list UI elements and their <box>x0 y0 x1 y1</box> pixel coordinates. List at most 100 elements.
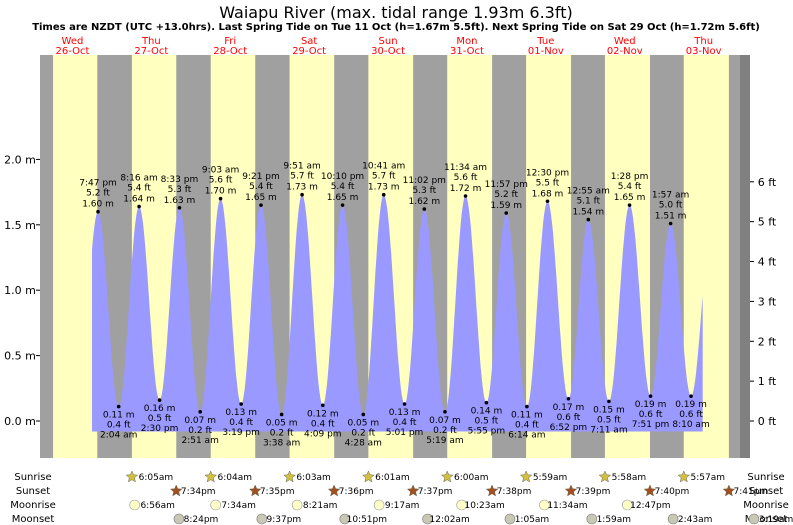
y-tick-ft: 2 ft <box>758 335 777 348</box>
sunset-row-label: Sunset <box>16 486 50 497</box>
sunrise-icon <box>440 470 454 483</box>
tide-time-label: 11:34 am <box>444 163 487 173</box>
tide-time-label: 5:19 am <box>426 436 463 446</box>
moonset-icon <box>504 513 516 525</box>
tide-m-label: 0.16 m <box>144 404 176 414</box>
sunset-icon <box>564 484 578 497</box>
moonrise-time: 9:17am <box>385 501 420 511</box>
tide-ft-label: 5.1 ft <box>576 197 600 207</box>
tide-m-label: 1.63 m <box>164 196 196 206</box>
moonrise-time: 7:34am <box>221 501 256 511</box>
sunset-icon <box>643 484 657 497</box>
tide-m-label: 0.11 m <box>511 411 543 421</box>
tide-time-label: 6:14 am <box>508 431 545 441</box>
moonrise-icon <box>456 499 467 511</box>
day-date: 27-Oct <box>134 46 168 57</box>
day-date: 30-Oct <box>371 46 405 57</box>
tide-time-label: 9:51 am <box>283 162 320 172</box>
moonset-icon <box>667 513 679 525</box>
tide-point <box>402 402 407 406</box>
tide-m-label: 1.64 m <box>123 194 155 204</box>
tide-point <box>239 402 243 406</box>
tide-m-label: 0.19 m <box>675 400 707 410</box>
moonrise-time: 11:34am <box>547 501 587 511</box>
tide-point <box>463 194 468 198</box>
day-name: Tue <box>536 36 554 47</box>
day-date: 28-Oct <box>213 46 247 57</box>
moonset-icon <box>748 513 760 525</box>
day-date: 31-Oct <box>450 46 484 57</box>
moonset-time: 2:43am <box>678 515 713 525</box>
tide-time-label: 12:55 am <box>567 187 610 197</box>
sunset-time: 7:41pm <box>734 487 769 497</box>
tide-point <box>668 221 673 226</box>
moonrise-icon <box>622 499 633 511</box>
tide-time-label: 2:30 pm <box>141 424 179 434</box>
y-tick-ft: 6 ft <box>758 176 777 189</box>
tide-m-label: 1.72 m <box>450 184 482 194</box>
tide-m-label: 0.14 m <box>471 407 503 417</box>
tide-time-label: 11:02 pm <box>403 176 446 186</box>
tide-m-label: 0.13 m <box>389 408 421 418</box>
sunset-time: 7:40pm <box>655 487 690 497</box>
moonrise-time: 6:56am <box>140 501 175 511</box>
day-name: Sun <box>379 36 398 47</box>
tide-point <box>198 410 202 414</box>
chart-title: Waiapu River (max. tidal range 1.93m 6.3… <box>219 3 572 22</box>
tide-ft-label: 5.6 ft <box>209 176 233 186</box>
tide-time-label: 9:21 pm <box>242 172 280 182</box>
sunrise-time: 6:03am <box>296 473 331 483</box>
day-date: 26-Oct <box>55 46 89 57</box>
tide-ft-label: 0.6 ft <box>639 410 663 420</box>
tide-point <box>157 398 162 402</box>
tide-ft-label: 5.4 ft <box>618 182 642 192</box>
y-tick-ft: 4 ft <box>758 256 777 269</box>
tide-time-label: 9:03 am <box>202 166 239 176</box>
day-name: Wed <box>62 36 84 47</box>
moonrise-icon <box>210 499 221 511</box>
sunset-icon <box>722 484 736 497</box>
sunset-row-label-right: Sunset <box>749 486 783 497</box>
sunset-icon <box>406 484 420 497</box>
day-date: 01-Nov <box>528 46 564 57</box>
day-name: Thu <box>693 36 713 47</box>
tide-m-label: 0.19 m <box>635 400 667 410</box>
sunrise-row-label-right: Sunrise <box>747 472 784 483</box>
moonset-icon <box>339 513 351 525</box>
tide-ft-label: 5.2 ft <box>494 190 518 200</box>
tide-point <box>279 412 284 417</box>
tide-point <box>525 404 529 409</box>
tide-point <box>607 399 611 404</box>
water-layer <box>92 194 703 432</box>
sunrise-icon <box>362 470 375 483</box>
tide-time-label: 5:55 pm <box>468 427 506 437</box>
tide-point <box>689 394 693 398</box>
sunrise-row-label: Sunrise <box>14 472 51 483</box>
tide-ft-label: 0.4 ft <box>311 419 335 429</box>
moonrise-icon <box>129 499 140 511</box>
sunrise-icon <box>283 470 296 483</box>
tide-m-label: 1.70 m <box>205 187 237 197</box>
day-name: Mon <box>456 36 477 47</box>
y-tick-m: 2.0 m <box>4 153 36 166</box>
tide-time-label: 1:57 am <box>652 190 689 200</box>
y-tick-m: 0.0 m <box>4 415 36 428</box>
sunset-icon <box>248 484 262 497</box>
day-date: 02-Nov <box>607 46 643 57</box>
tide-time-label: 2:51 am <box>181 436 218 446</box>
tide-m-label: 1.73 m <box>286 183 318 193</box>
sunset-icon <box>327 484 341 497</box>
daylight-band <box>683 55 729 458</box>
day-name: Wed <box>614 36 636 47</box>
sunrise-icon <box>125 470 139 483</box>
moonset-time: 10:51pm <box>347 515 387 525</box>
sunrise-icon <box>598 470 612 483</box>
tide-point <box>627 203 632 207</box>
sunrise-time: 6:05am <box>139 473 174 483</box>
tide-ft-label: 0.4 ft <box>229 418 253 428</box>
tide-m-label: 0.13 m <box>225 408 257 418</box>
moonrise-row-label-right: Moonrise <box>743 500 788 511</box>
tide-ft-label: 0.2 ft <box>433 426 457 436</box>
tide-ft-label: 0.6 ft <box>557 413 581 423</box>
tide-time-label: 11:57 pm <box>485 180 528 190</box>
